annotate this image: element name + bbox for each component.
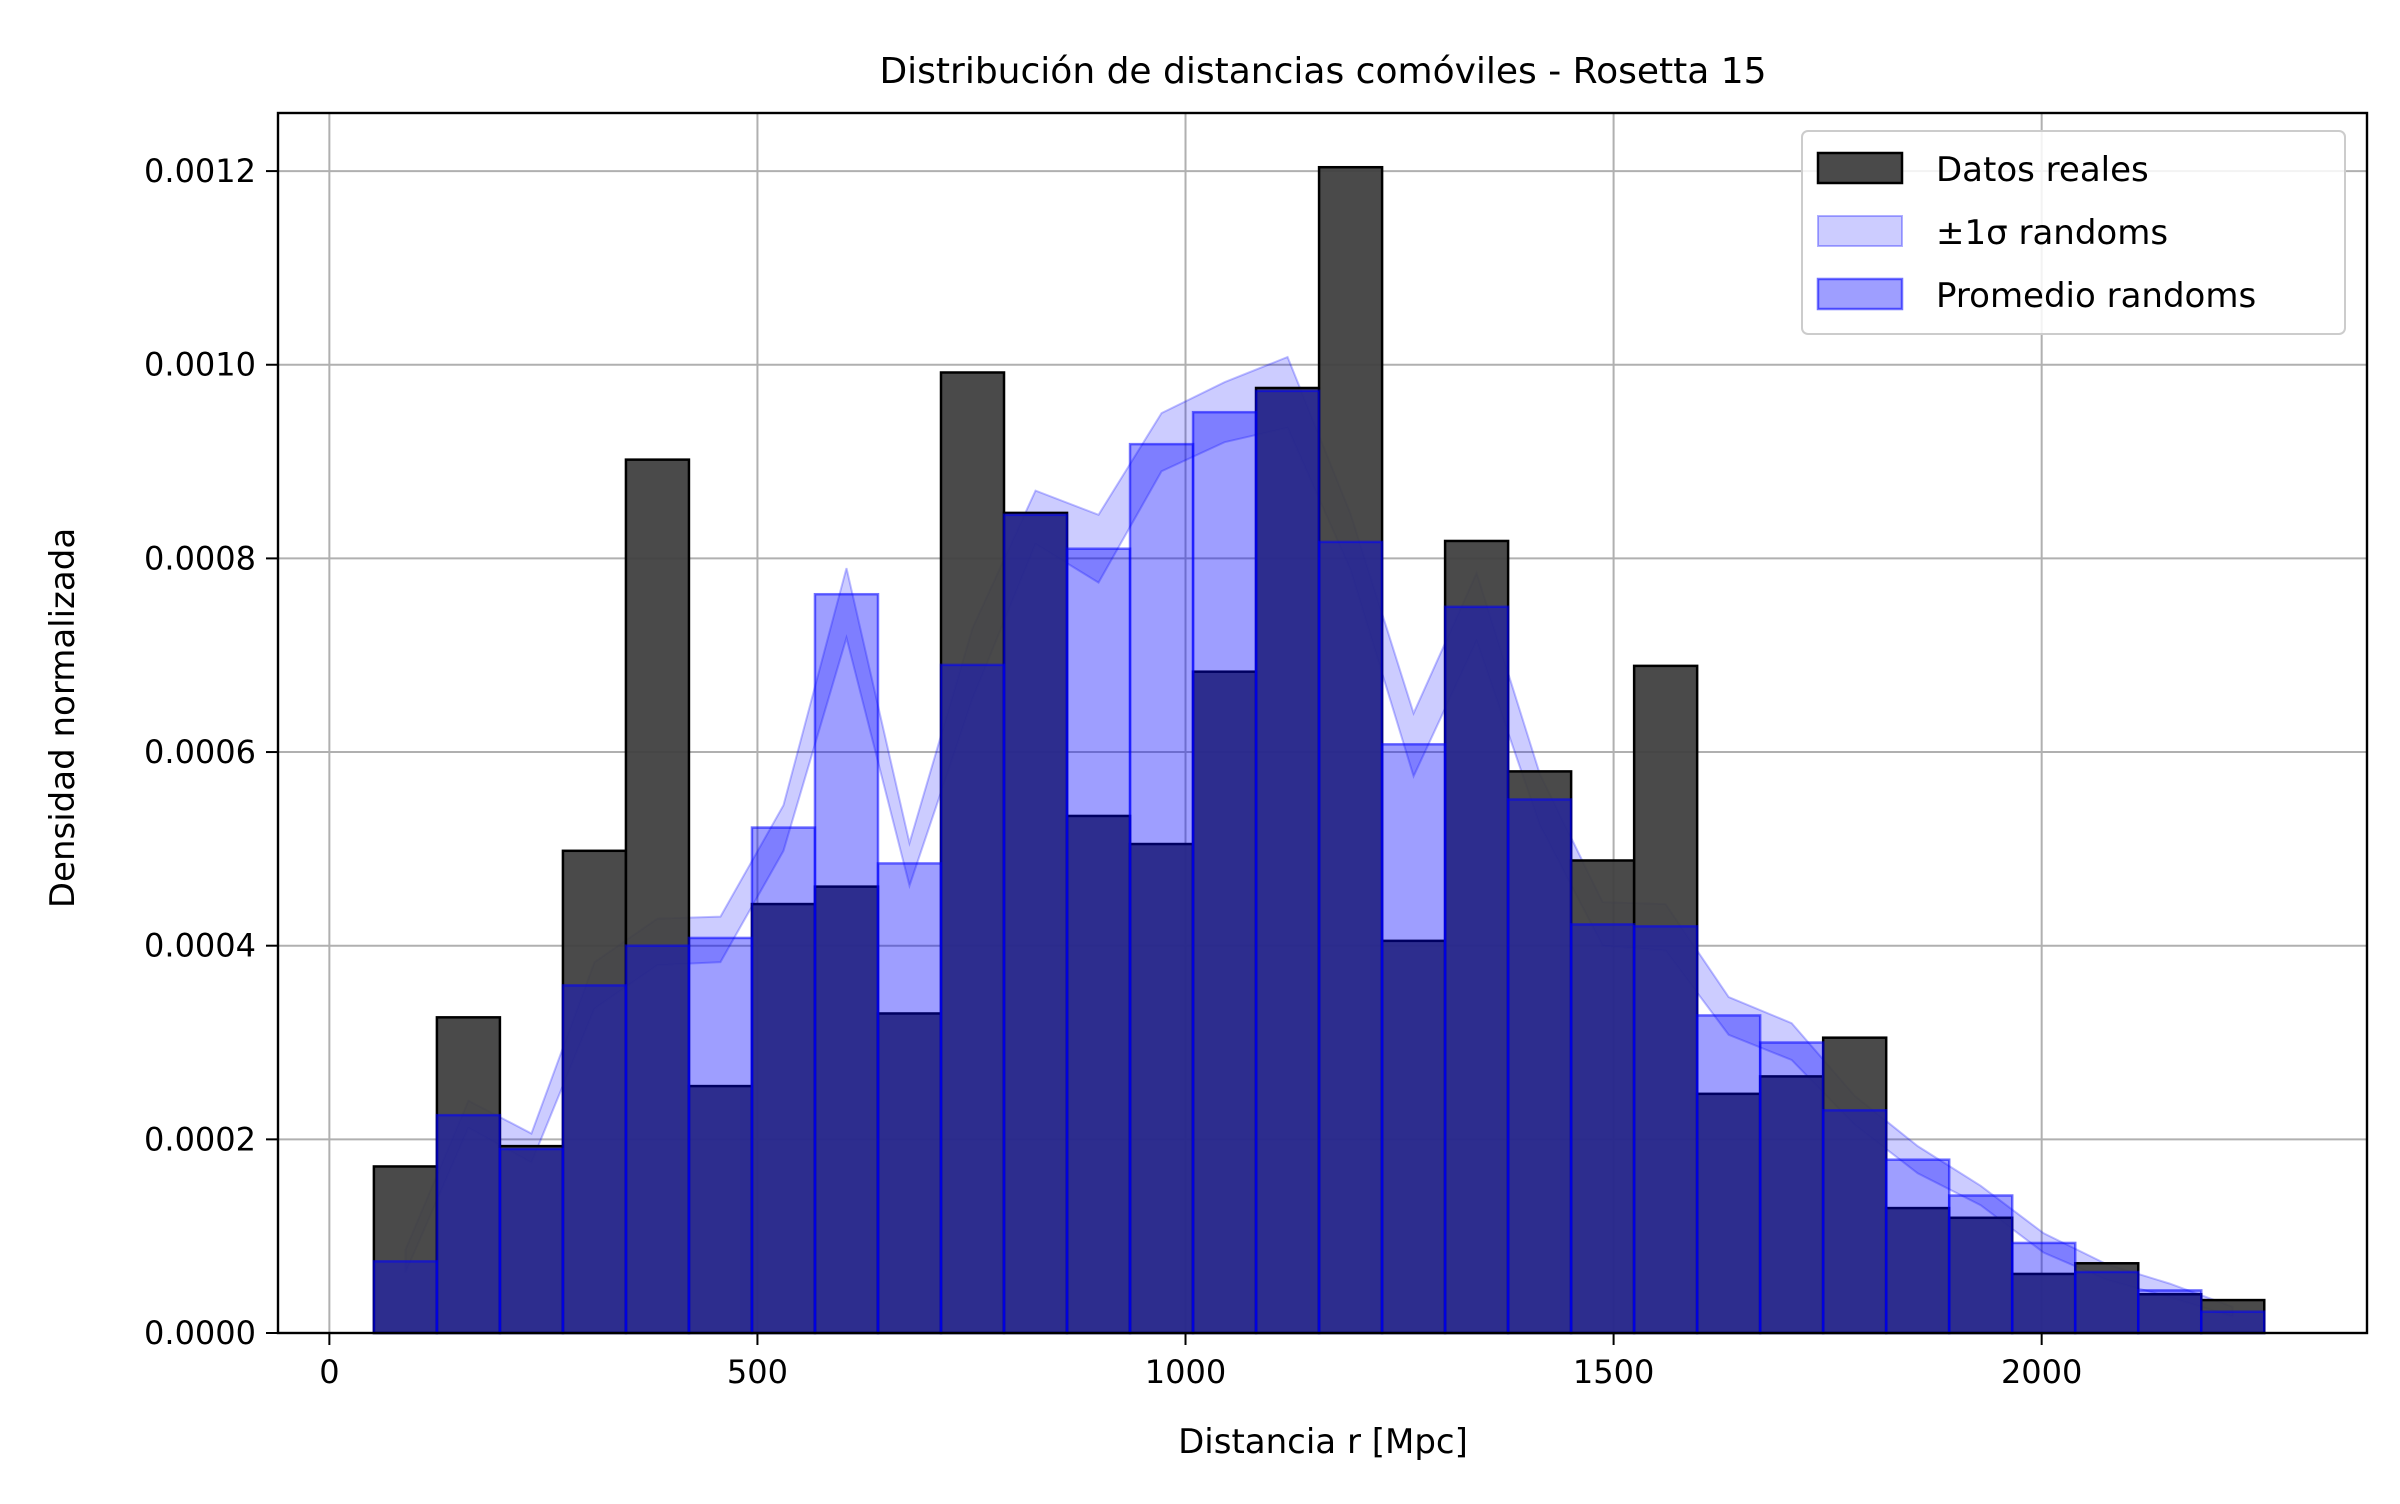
real-data-bar: [1947, 1216, 2014, 1335]
legend-swatch: [1816, 151, 1904, 185]
average-randoms-bar: [1317, 540, 1384, 1335]
average-randoms-bar: [1254, 389, 1321, 1335]
average-randoms-bar: [1002, 513, 1069, 1335]
y-axis-label: Densidad normalizada: [43, 528, 83, 908]
real-data-bar: [1443, 539, 1510, 1335]
x-tick-label: 1500: [1573, 1353, 1654, 1391]
average-randoms-bar: [1443, 605, 1510, 1335]
axis-ticks: 0 500 1000 1500 2000 0.0000 0.0002 0.0004 0.0006…: [144, 152, 2082, 1391]
y-tick-label: 0.0010: [144, 346, 256, 384]
real-data-bar: [687, 1084, 754, 1335]
real-data-bar: [1884, 1206, 1951, 1335]
average-randoms-bar: [1569, 923, 1636, 1335]
y-tick-label: 0.0008: [144, 539, 256, 577]
real-data-bar: [1254, 386, 1321, 1335]
real-data-bar: [624, 458, 691, 1335]
y-tick-label: 0.0000: [144, 1314, 256, 1352]
average-randoms-bar: [1380, 743, 1447, 1335]
average-randoms-bar: [2136, 1289, 2203, 1335]
average-randoms-bar: [1065, 547, 1132, 1335]
real-data-bar: [750, 902, 817, 1335]
average-randoms-bar: [561, 984, 628, 1335]
legend: Datos reales ±1σ randoms Promedio randoms: [1801, 130, 2346, 335]
average-randoms-bar: [1191, 410, 1258, 1335]
average-randoms-bar: [1128, 442, 1195, 1335]
average-randoms-bar: [687, 936, 754, 1335]
average-randoms-bar: [624, 944, 691, 1335]
legend-label: ±1σ randoms: [1936, 213, 2168, 253]
real-data-bar: [1569, 859, 1636, 1335]
x-tick-label: 1000: [1145, 1353, 1226, 1391]
average-randoms-bar: [498, 1147, 565, 1335]
y-tick-label: 0.0012: [144, 152, 256, 190]
average-randoms-bar: [2199, 1310, 2266, 1335]
average-randoms-bar: [1695, 1014, 1762, 1335]
y-tick-label: 0.0006: [144, 733, 256, 771]
average-randoms-bar: [1884, 1158, 1951, 1335]
average-randoms-bar: [435, 1113, 502, 1335]
x-tick-label: 2000: [2001, 1353, 2082, 1391]
average-randoms-bar: [1758, 1041, 1825, 1335]
average-randoms-bar: [813, 592, 880, 1335]
real-data-bar: [939, 371, 1006, 1335]
axes-frame: [276, 111, 2369, 1335]
average-randoms-bar: [750, 826, 817, 1335]
chart-title: Distribución de distancias comóviles - R…: [879, 51, 1766, 92]
real-data-bar: [1317, 165, 1384, 1335]
average-randoms-bar: [1506, 798, 1573, 1335]
legend-swatch: [1816, 277, 1904, 311]
legend-label: Datos reales: [1936, 150, 2149, 190]
x-tick-label: 0: [319, 1353, 339, 1391]
average-randoms-bar: [1632, 925, 1699, 1335]
average-randoms-bar: [1947, 1194, 2014, 1335]
y-tick-label: 0.0002: [144, 1120, 256, 1158]
real-data-bar: [1821, 1036, 1888, 1335]
average-randoms-bar: [2010, 1241, 2077, 1335]
average-randoms-bar: [876, 862, 943, 1335]
legend-label: Promedio randoms: [1936, 276, 2256, 316]
legend-box: [1801, 130, 2346, 335]
average-randoms-bar: [1821, 1109, 1888, 1335]
y-tick-label: 0.0004: [144, 927, 256, 965]
legend-swatch: [1817, 215, 1903, 247]
x-axis-label: Distancia r [Mpc]: [1178, 1422, 1468, 1462]
real-data-bar: [1191, 670, 1258, 1335]
x-tick-label: 500: [727, 1353, 788, 1391]
average-randoms-bar: [939, 663, 1006, 1335]
average-randoms-bar: [2073, 1270, 2140, 1335]
average-randoms-bar: [372, 1260, 439, 1335]
real-data-bar: [1380, 939, 1447, 1335]
